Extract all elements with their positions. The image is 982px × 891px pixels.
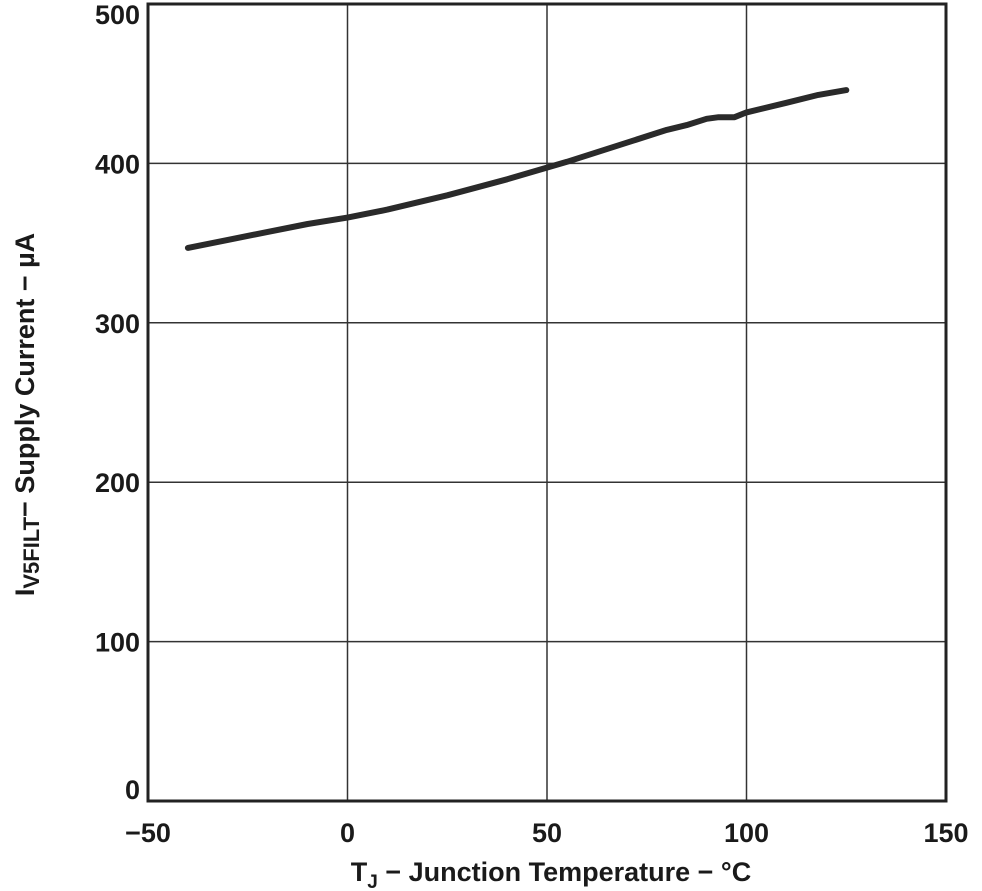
y-tick-label: 0 xyxy=(125,775,140,805)
x-tick-label: 0 xyxy=(340,818,355,848)
y-tick-label: 500 xyxy=(95,0,140,30)
x-axis-title: TJ − Junction Temperature − °C xyxy=(351,857,751,891)
x-tick-label: −50 xyxy=(125,818,171,848)
series-line-0 xyxy=(184,87,850,251)
y-tick-label: 100 xyxy=(95,628,140,658)
y-axis-title: IV5FILT− Supply Current − µA xyxy=(10,233,44,596)
x-tick-label: 150 xyxy=(923,818,968,848)
y-axis-title-main: I xyxy=(10,589,40,597)
y-axis-title-rest: − Supply Current − µA xyxy=(10,233,40,517)
y-tick-label: 200 xyxy=(95,468,140,498)
x-tick-label: 100 xyxy=(724,818,769,848)
y-tick-label: 400 xyxy=(95,149,140,179)
x-axis-title-main: T xyxy=(351,857,368,887)
x-tick-label: 50 xyxy=(532,818,562,848)
plot-frame xyxy=(146,2,948,803)
y-tick-label: 300 xyxy=(95,309,140,339)
x-axis-ticks: −50 0 50 100 150 xyxy=(125,818,968,848)
series-layer xyxy=(184,87,850,251)
x-axis-title-rest: − Junction Temperature − °C xyxy=(378,857,751,887)
x-axis-title-subscript: J xyxy=(367,872,378,891)
y-axis-ticks: 0 100 200 300 400 500 xyxy=(95,0,140,805)
y-axis-title-subscript: V5FILT xyxy=(19,516,44,588)
grid xyxy=(148,4,946,801)
